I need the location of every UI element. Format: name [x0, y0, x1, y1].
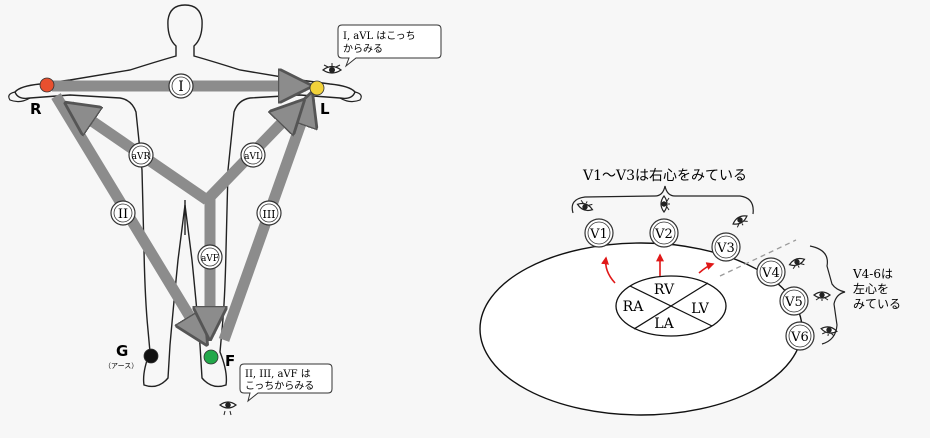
- svg-text:aVR: aVR: [132, 152, 151, 162]
- eye-icon: [660, 194, 670, 214]
- badge-I: I: [168, 73, 194, 99]
- svg-text:aVF: aVF: [201, 254, 219, 264]
- svg-text:V2: V2: [654, 227, 673, 242]
- svg-text:II: II: [118, 207, 128, 222]
- electrode-R: [39, 77, 55, 93]
- badge-aVR: aVR: [128, 142, 154, 168]
- svg-text:V1: V1: [589, 227, 608, 242]
- electrode-L: [309, 80, 325, 96]
- badge-aVL: aVL: [240, 142, 266, 168]
- chest-lead-badges: V1 V2 V3 V4 V5 V6: [584, 218, 815, 351]
- badge-V3: V3: [711, 232, 741, 262]
- red-arrow-V1: [601, 256, 616, 284]
- left-heart-label-1: V4-6は: [852, 267, 893, 281]
- red-arrow-V3: [698, 262, 715, 274]
- electrode-G-label: G: [116, 342, 128, 360]
- svg-text:からみる: からみる: [343, 43, 383, 55]
- callout-bottom: II, III, aVF は こっちからみる: [218, 363, 333, 416]
- chamber-RV: RV: [654, 282, 675, 298]
- chamber-LA: LA: [654, 316, 674, 332]
- svg-text:III: III: [262, 208, 275, 221]
- eye-icon: [820, 326, 838, 337]
- svg-text:II, III, aVF は: II, III, aVF は: [245, 368, 311, 380]
- svg-text:V6: V6: [790, 330, 809, 345]
- chest-lead-diagram: RV RA LV LA V1 V2 V3 V4 V5 V6: [479, 168, 901, 416]
- badge-aVF: aVF: [197, 244, 223, 270]
- svg-text:I: I: [178, 79, 184, 95]
- lead-badges: I II III aVR aVL aVF: [110, 73, 282, 270]
- electrode-L-label: L: [320, 100, 330, 118]
- heart: RV RA LV LA: [615, 275, 727, 337]
- svg-text:V4: V4: [761, 266, 780, 281]
- badge-V6: V6: [785, 321, 815, 351]
- badge-II: II: [110, 200, 136, 226]
- svg-text:V5: V5: [784, 295, 803, 310]
- eye-icon: [788, 257, 806, 270]
- eye-icon: [812, 291, 832, 301]
- chamber-LV: LV: [691, 301, 710, 317]
- chamber-RA: RA: [623, 299, 645, 315]
- electrode-F: [203, 349, 219, 365]
- left-heart-label-3: みている: [853, 297, 901, 311]
- svg-text:V3: V3: [716, 241, 735, 256]
- eye-icon: [732, 215, 748, 228]
- eye-icon: [218, 401, 238, 416]
- badge-V4: V4: [756, 257, 786, 287]
- body-outline: [14, 4, 356, 388]
- callout-top: I, aVL はこっち からみる: [321, 24, 442, 74]
- right-heart-label: V1～V3は右心をみている: [582, 168, 747, 184]
- badge-III: III: [256, 200, 282, 226]
- chest-eyes: [576, 194, 838, 337]
- svg-text:aVL: aVL: [244, 152, 262, 162]
- eye-icon: [576, 199, 594, 212]
- badge-V1: V1: [584, 218, 614, 248]
- badge-V5: V5: [779, 286, 809, 316]
- eye-icon: [321, 63, 343, 74]
- svg-text:I, aVL はこっち: I, aVL はこっち: [343, 30, 416, 42]
- electrode-R-label: R: [30, 100, 42, 118]
- svg-text:こっちからみる: こっちからみる: [245, 380, 314, 392]
- badge-V2: V2: [649, 218, 679, 248]
- electrode-G-sublabel: （アース）: [104, 362, 138, 370]
- brace-right-heart: [571, 185, 754, 215]
- electrode-F-label: F: [225, 352, 235, 370]
- limb-lead-diagram: R L F G （アース） I II III aVR: [8, 4, 442, 416]
- electrode-G: [143, 348, 159, 364]
- brace-left-heart: [809, 245, 846, 345]
- left-heart-label-2: 左心を: [853, 281, 889, 296]
